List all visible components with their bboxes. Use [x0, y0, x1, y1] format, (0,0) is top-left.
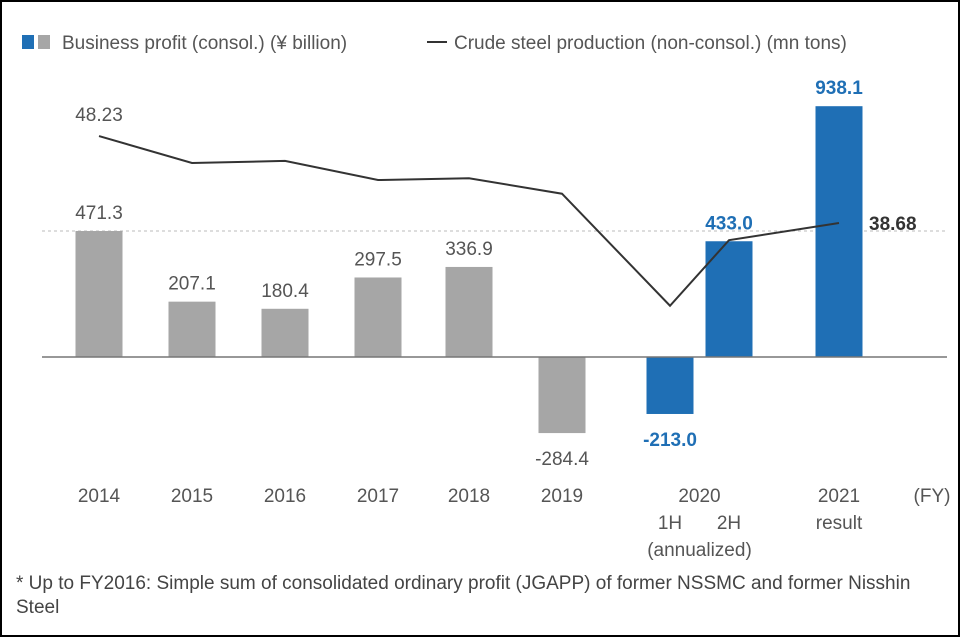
footnote: * Up to FY2016: Simple sum of consolidat…: [16, 573, 911, 618]
legend-swatch: [22, 35, 34, 49]
x-tick-label: 2018: [448, 486, 490, 507]
bar: [815, 106, 863, 358]
x-tick-note: result: [816, 513, 863, 534]
legend-swatch: [38, 35, 50, 49]
x-tick-label: 2017: [357, 486, 399, 507]
x-group-note: (annualized): [647, 540, 752, 561]
x-tick-label: 2014: [78, 486, 121, 507]
x-group-label: 2020: [678, 486, 720, 507]
x-tick-label: 2016: [264, 486, 306, 507]
bar: [705, 241, 753, 358]
value-label: 433.0: [705, 213, 753, 234]
x-tick-label: 2021: [818, 486, 860, 507]
value-label: 471.3: [75, 203, 123, 224]
value-label: 180.4: [261, 281, 309, 302]
value-label: 336.9: [445, 239, 493, 260]
bar: [646, 357, 694, 414]
chart: Business profit (consol.) (¥ billion) Cru…: [22, 33, 951, 561]
legend-label: Crude steel production (non-consol.) (mn…: [454, 33, 847, 54]
bar: [354, 277, 402, 358]
value-label: -213.0: [643, 430, 697, 451]
x-tick-label: 2015: [171, 486, 213, 507]
line-label: 48.23: [75, 105, 123, 126]
bar: [445, 266, 493, 358]
bar: [75, 231, 123, 358]
x-tick-label: 1H: [658, 513, 682, 534]
x-unit: (FY): [914, 486, 951, 507]
value-label: 938.1: [815, 78, 863, 99]
bar: [168, 301, 216, 358]
x-tick-label: 2H: [717, 513, 741, 534]
bar: [261, 308, 309, 358]
value-label: -284.4: [535, 449, 589, 470]
x-tick-label: 2019: [541, 486, 583, 507]
bar: [538, 357, 586, 434]
value-label: 207.1: [168, 274, 216, 295]
value-label: 297.5: [354, 249, 402, 270]
legend-label: Business profit (consol.) (¥ billion): [62, 33, 347, 54]
line-label: 38.68: [869, 214, 917, 235]
line: [98, 135, 840, 308]
